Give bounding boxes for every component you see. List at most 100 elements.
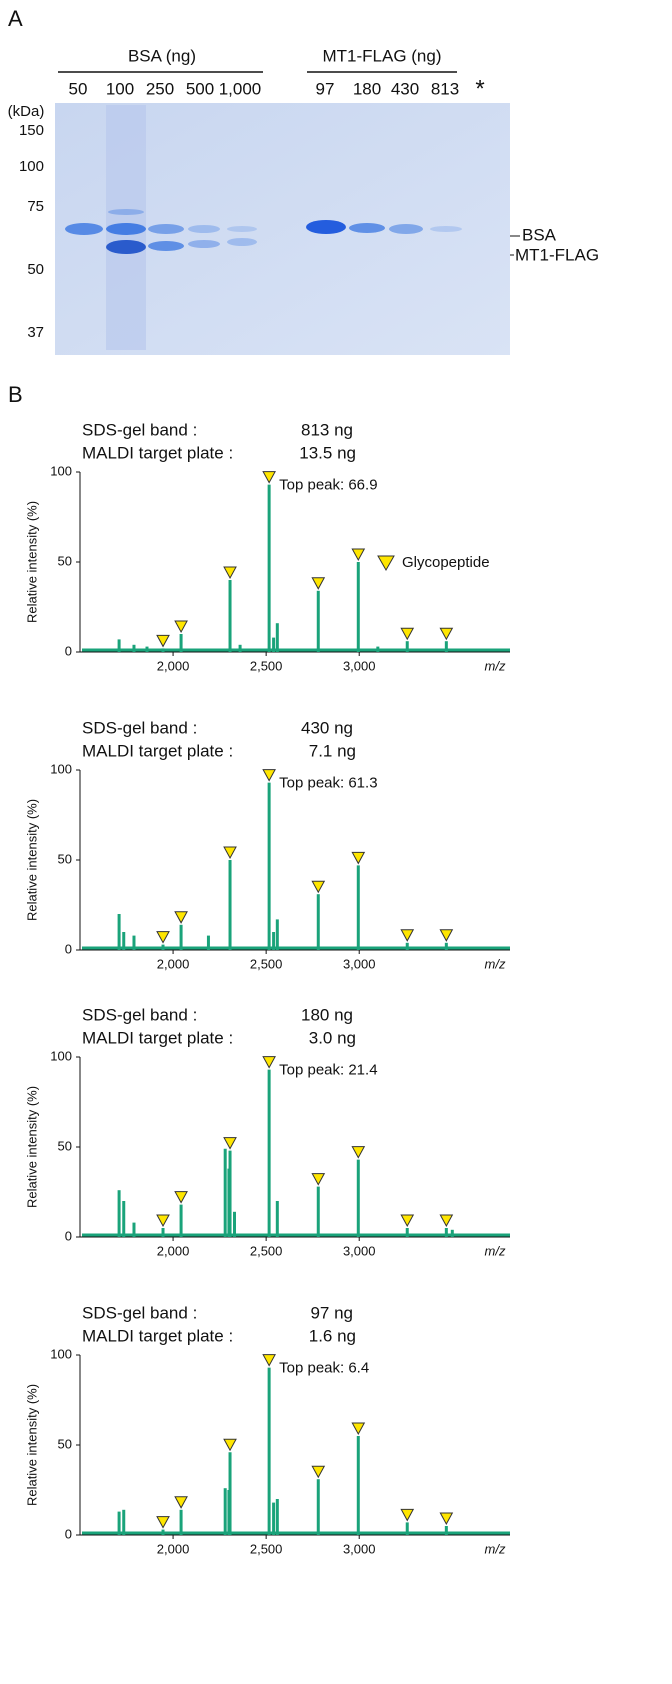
y-axis-label: Relative intensity (%) <box>24 501 39 623</box>
gel-bands <box>65 105 462 350</box>
x-tick-label: 2,500 <box>250 1243 283 1258</box>
glyco-marker <box>400 1508 415 1522</box>
x-axis-label: m/z <box>485 1541 506 1556</box>
glyco-marker <box>439 1214 454 1228</box>
lane-label: 180 <box>353 79 381 98</box>
glyco-marker <box>223 1438 237 1452</box>
glyco-marker <box>400 929 415 942</box>
header-value: 1.6 ng <box>309 1326 356 1345</box>
glyco-marker <box>174 1191 188 1204</box>
glyco-marker <box>351 1146 366 1159</box>
x-tick-label: 3,000 <box>343 1541 376 1556</box>
lane-label: 430 <box>391 79 419 98</box>
glyco-marker <box>439 1512 454 1526</box>
glyco-marker <box>262 1354 276 1367</box>
y-tick-label: 0 <box>65 643 72 658</box>
glyco-marker <box>223 566 237 580</box>
y-tick-label: 0 <box>65 1228 72 1243</box>
glyco-marker <box>156 1214 170 1228</box>
glyco-marker <box>351 851 366 865</box>
glyco-marker <box>262 1056 276 1069</box>
mt1-label: MT1-FLAG (ng) <box>322 46 441 65</box>
x-tick-label: 2,000 <box>157 658 190 673</box>
marker-label: 150 <box>19 122 44 139</box>
x-tick-label: 3,000 <box>343 956 376 971</box>
top-peak-label: Top peak: 21.4 <box>279 1062 377 1079</box>
glyco-marker <box>351 548 366 562</box>
header-label: SDS-gel band : <box>82 1303 197 1322</box>
y-tick-label: 50 <box>58 553 72 568</box>
x-tick-label: 3,000 <box>343 658 376 673</box>
header-value: 97 ng <box>310 1303 353 1322</box>
asterisk: * <box>475 75 484 102</box>
header-value: 813 ng <box>301 420 353 439</box>
glyco-marker <box>156 634 170 648</box>
glyco-marker <box>156 931 170 944</box>
glyco-marker <box>351 1422 366 1436</box>
glyco-marker <box>311 577 326 590</box>
glyco-marker <box>174 911 188 924</box>
glyco-marker <box>439 627 454 641</box>
glyco-marker <box>174 620 188 634</box>
x-tick-label: 3,000 <box>343 1243 376 1258</box>
x-tick-label: 2,500 <box>250 956 283 971</box>
bsa-label: BSA (ng) <box>128 46 196 65</box>
header-value: 7.1 ng <box>309 741 356 760</box>
band-label: BSA <box>522 225 557 244</box>
header-value: 3.0 ng <box>309 1028 356 1047</box>
legend-marker <box>377 555 395 572</box>
glyco-marker <box>400 1214 415 1228</box>
glyco-marker <box>439 929 454 942</box>
header-label: MALDI target plate : <box>82 1326 233 1345</box>
header-value: 13.5 ng <box>299 443 356 462</box>
glyco-marker <box>262 769 276 782</box>
glyco-marker <box>262 471 276 484</box>
y-tick-label: 0 <box>65 1526 72 1541</box>
lane-label: 97 <box>316 79 335 98</box>
glyco-marker <box>311 880 326 894</box>
marker-label: 100 <box>19 158 44 175</box>
glyco-marker <box>223 846 237 860</box>
header-value: 430 ng <box>301 718 353 737</box>
marker-label: 75 <box>27 198 44 215</box>
glyco-marker <box>156 1516 170 1529</box>
header-label: MALDI target plate : <box>82 443 233 462</box>
y-tick-label: 0 <box>65 941 72 956</box>
y-tick-label: 50 <box>58 1436 72 1451</box>
header-value: 180 ng <box>301 1005 353 1024</box>
x-tick-label: 2,000 <box>157 1243 190 1258</box>
lane-label: 100 <box>106 79 134 98</box>
y-axis-label: Relative intensity (%) <box>24 799 39 921</box>
panel-label: B <box>8 382 23 407</box>
top-peak-label: Top peak: 66.9 <box>279 477 377 494</box>
band-label: MT1-FLAG <box>515 245 599 264</box>
panel-label: A <box>8 6 23 31</box>
lane-label: 1,000 <box>219 79 262 98</box>
header-label: SDS-gel band : <box>82 420 197 439</box>
kda-label: (kDa) <box>8 103 45 120</box>
marker-label: 37 <box>27 324 44 341</box>
y-axis-label: Relative intensity (%) <box>24 1086 39 1208</box>
x-tick-label: 2,000 <box>157 1541 190 1556</box>
lane-label: 500 <box>186 79 214 98</box>
header-label: MALDI target plate : <box>82 741 233 760</box>
glyco-marker <box>311 1173 326 1186</box>
lane-label: 250 <box>146 79 174 98</box>
glyco-marker <box>174 1496 188 1509</box>
y-tick-label: 100 <box>50 761 72 776</box>
y-axis-label: Relative intensity (%) <box>24 1384 39 1506</box>
lane-label: 50 <box>69 79 88 98</box>
lane-label: 813 <box>431 79 459 98</box>
x-tick-label: 2,500 <box>250 658 283 673</box>
top-peak-label: Top peak: 61.3 <box>279 775 377 792</box>
top-peak-label: Top peak: 6.4 <box>279 1360 369 1377</box>
glyco-marker <box>400 627 415 641</box>
header-label: SDS-gel band : <box>82 718 197 737</box>
y-tick-label: 50 <box>58 851 72 866</box>
x-axis-label: m/z <box>485 1243 506 1258</box>
glyco-marker <box>311 1465 326 1479</box>
x-tick-label: 2,000 <box>157 956 190 971</box>
x-axis-label: m/z <box>485 956 506 971</box>
y-tick-label: 50 <box>58 1138 72 1153</box>
